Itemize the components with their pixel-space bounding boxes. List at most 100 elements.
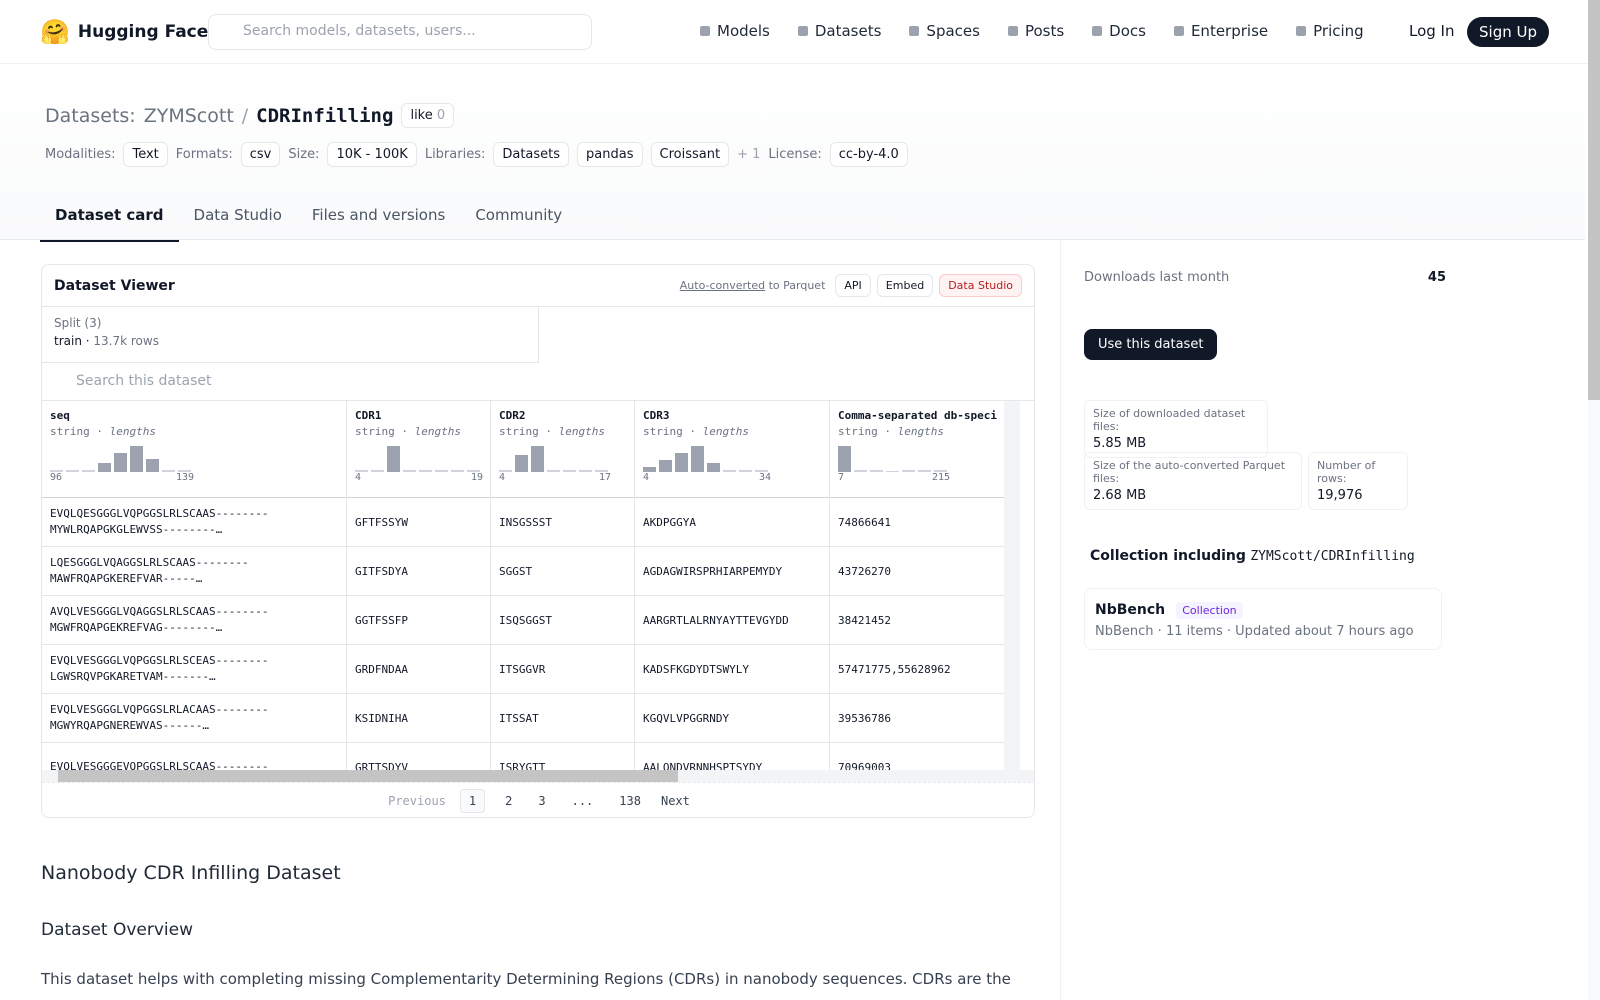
page-link[interactable]: 2 bbox=[505, 793, 513, 808]
table-cell[interactable]: GRTTSDYV bbox=[347, 743, 490, 771]
column-header[interactable]: CDR3 string · lengths 4 34 bbox=[635, 401, 829, 498]
tag-label: License: bbox=[768, 147, 822, 162]
nav-link[interactable]: Spaces bbox=[909, 22, 980, 40]
use-dataset[interactable]: Use this dataset bbox=[1084, 329, 1218, 360]
page-scrollbar[interactable] bbox=[1588, 0, 1600, 1000]
library-tag[interactable]: Croissant bbox=[650, 142, 730, 167]
h-scroll-thumb[interactable] bbox=[58, 770, 678, 782]
table-cell[interactable]: LQESGGGLVQAGGSLRLSCAAS-------- MAWFRQAPG… bbox=[42, 547, 346, 596]
previous-page[interactable]: Previous bbox=[388, 793, 446, 808]
signup[interactable]: Sign Up bbox=[1467, 17, 1549, 47]
license-tag[interactable]: cc-by-4.0 bbox=[829, 142, 908, 167]
studio-button[interactable]: Data Studio bbox=[939, 274, 1022, 297]
nav-link[interactable]: Models bbox=[700, 22, 770, 40]
table-cell[interactable]: EVQLVESGGGLVQPGGSLRLSCEAS-------- LGWSRQ… bbox=[42, 645, 346, 694]
table-cell[interactable]: ITSSAT bbox=[491, 694, 634, 743]
format-tag[interactable]: csv bbox=[240, 142, 281, 167]
downloads-value: 45 bbox=[1427, 270, 1446, 285]
split-name: train bbox=[54, 334, 82, 348]
histogram-bar bbox=[595, 469, 608, 472]
page-link[interactable]: 1 bbox=[459, 788, 486, 813]
table-cell[interactable]: AVQLVESGGGLVQAGGSLRLSCAAS-------- MGWFRQ… bbox=[42, 596, 346, 645]
nav-link[interactable]: Datasets bbox=[798, 22, 882, 40]
library-tag[interactable]: pandas bbox=[577, 142, 643, 167]
section[interactable]: Datasets: bbox=[45, 104, 136, 127]
table-cell[interactable]: 39536786 bbox=[830, 694, 1019, 743]
table-cell[interactable]: ITSGGVR bbox=[491, 645, 634, 694]
logo-text: Hugging Face bbox=[77, 22, 209, 42]
table-cell[interactable]: AGDAGWIRSPRHIARPEMYDY bbox=[635, 547, 829, 596]
table-cell[interactable]: GRDFNDAA bbox=[347, 645, 490, 694]
column: CDR1 string · lengths 4 19 GFTFSSYW GITFSDYA G… bbox=[347, 401, 491, 770]
histogram-bar bbox=[146, 459, 159, 472]
viewer-search[interactable]: Search this dataset bbox=[42, 363, 1034, 401]
histogram-bar bbox=[579, 469, 592, 472]
table-cell[interactable]: EVQLVESGGGLVQPGGSLRLACAAS-------- MGWYRQ… bbox=[42, 694, 346, 743]
like-button[interactable]: like 0 bbox=[401, 103, 455, 128]
size-tag[interactable]: 10K - 100K bbox=[327, 142, 417, 167]
collection-card[interactable]: NbBench Collection NbBench · 11 items · … bbox=[1084, 588, 1442, 650]
histogram-bar bbox=[870, 469, 883, 472]
table-cell[interactable]: 57471775,55628962 bbox=[830, 645, 1019, 694]
logo[interactable]: 🤗 Hugging Face bbox=[40, 18, 208, 46]
api-button[interactable]: API bbox=[835, 274, 871, 297]
tab[interactable]: Files and versions bbox=[311, 206, 446, 224]
table-cell[interactable]: 70969003 bbox=[830, 743, 1019, 771]
column-header[interactable]: CDR1 string · lengths 4 19 bbox=[347, 401, 490, 498]
tab[interactable]: Data Studio bbox=[193, 206, 282, 224]
column-header[interactable]: Comma-separated db-speci string · lengths… bbox=[830, 401, 1019, 498]
histogram-bar bbox=[435, 469, 448, 472]
histogram-bar bbox=[403, 469, 416, 472]
table-cell[interactable]: ISRYGTT bbox=[491, 743, 634, 771]
histogram-range: 96 139 bbox=[50, 472, 194, 483]
modality-tag[interactable]: Text bbox=[123, 142, 168, 167]
table-cell[interactable]: EVQLVESGGGEVQPGGSLRLSCAAS-------- bbox=[42, 743, 346, 770]
embed-button[interactable]: Embed bbox=[876, 274, 934, 297]
more-tags[interactable]: + 1 bbox=[737, 147, 761, 162]
column-header[interactable]: CDR2 string · lengths 4 17 bbox=[491, 401, 634, 498]
table-cell[interactable]: AALQNDVRNNHSPTSYDY bbox=[635, 743, 829, 771]
v-scrollbar[interactable] bbox=[1004, 401, 1020, 770]
nav-link[interactable]: Docs bbox=[1092, 22, 1146, 40]
nav-link[interactable]: Pricing bbox=[1296, 22, 1364, 40]
page-scroll-thumb[interactable] bbox=[1588, 0, 1600, 400]
auto-converted-link[interactable]: Auto-converted bbox=[679, 279, 766, 292]
histogram-bar bbox=[838, 446, 851, 472]
owner[interactable]: ZYMScott bbox=[143, 104, 234, 127]
table-cell[interactable]: KSIDNIHA bbox=[347, 694, 490, 743]
table-cell[interactable]: 43726270 bbox=[830, 547, 1019, 596]
histogram-bar bbox=[515, 454, 528, 472]
nav-link[interactable]: Posts bbox=[1008, 22, 1064, 40]
table-cell[interactable]: AARGRTLALRNYAYTTEVGYDD bbox=[635, 596, 829, 645]
column: Comma-separated db-speci string · lengths… bbox=[830, 401, 1020, 770]
page-link[interactable]: 3 bbox=[538, 793, 546, 808]
table-cell[interactable]: GGTFSSFP bbox=[347, 596, 490, 645]
column-name: CDR3 bbox=[643, 409, 670, 422]
table-cell[interactable]: AKDPGGYA bbox=[635, 498, 829, 547]
histogram-range: 4 17 bbox=[499, 472, 611, 483]
table-cell[interactable]: INSGSSST bbox=[491, 498, 634, 547]
table-cell[interactable]: SGGST bbox=[491, 547, 634, 596]
table-cell[interactable]: GFTFSSYW bbox=[347, 498, 490, 547]
table-cell[interactable]: KGQVLVPGGRNDY bbox=[635, 694, 829, 743]
login[interactable]: Log In bbox=[1409, 22, 1455, 40]
repo-name[interactable]: CDRInfilling bbox=[256, 104, 394, 127]
nav-link[interactable]: Enterprise bbox=[1174, 22, 1268, 40]
table-cell[interactable]: ISQSGGST bbox=[491, 596, 634, 645]
tab[interactable]: Dataset card bbox=[40, 198, 179, 242]
table-cell[interactable]: GITFSDYA bbox=[347, 547, 490, 596]
page-link[interactable]: ... bbox=[571, 793, 594, 808]
table-cell[interactable]: 74866641 bbox=[830, 498, 1019, 547]
search-input[interactable]: Search models, datasets, users... bbox=[208, 14, 592, 50]
table-cell[interactable]: 38421452 bbox=[830, 596, 1019, 645]
next-page[interactable]: Next bbox=[660, 793, 690, 808]
split-select[interactable]: Split (3) train · 13.7k rows bbox=[42, 307, 539, 363]
table-cell[interactable]: EVQLQESGGGLVQPGGSLRLSCAAS-------- MYWLRQ… bbox=[42, 498, 346, 547]
table-cell[interactable]: KADSFKGDYDTSWYLY bbox=[635, 645, 829, 694]
h-scrollbar[interactable] bbox=[42, 770, 1034, 782]
library-tag[interactable]: Datasets bbox=[493, 142, 570, 167]
histogram-bar bbox=[563, 469, 576, 472]
page-link[interactable]: 138 bbox=[619, 793, 641, 808]
tab[interactable]: Community bbox=[475, 206, 563, 224]
column-header[interactable]: seq string · lengths 96 139 bbox=[42, 401, 346, 498]
